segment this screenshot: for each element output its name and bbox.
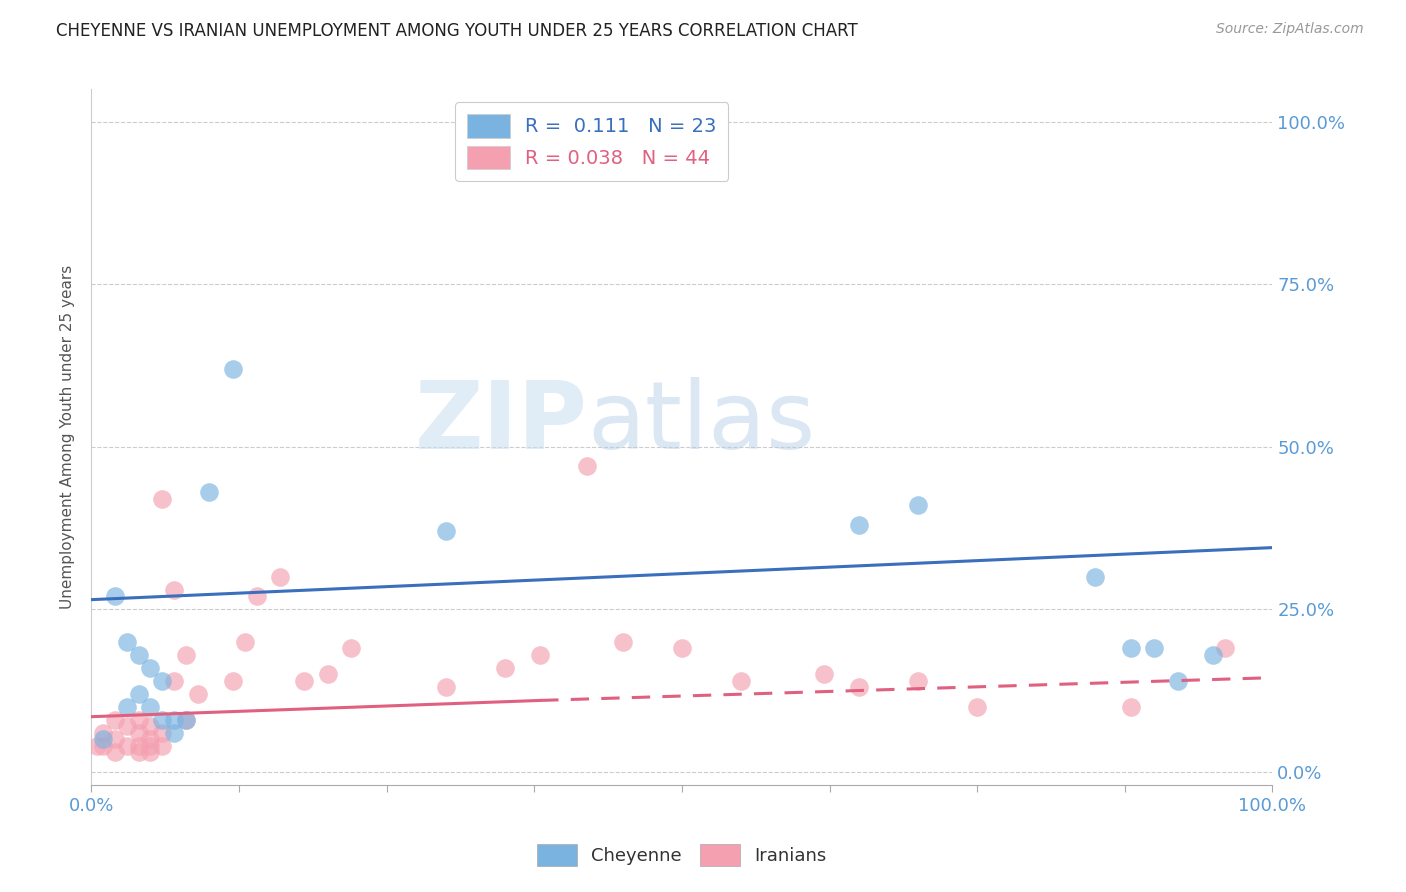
- Point: [91, 739, 114, 753]
- Point: [292, 673, 315, 688]
- Point: [1084, 570, 1107, 584]
- Point: [269, 570, 291, 584]
- Point: [163, 726, 186, 740]
- Point: [187, 687, 209, 701]
- Point: [222, 361, 245, 376]
- Point: [91, 726, 114, 740]
- Point: [1202, 648, 1225, 662]
- Point: [139, 700, 162, 714]
- Point: [198, 485, 221, 500]
- Point: [174, 713, 197, 727]
- Point: [150, 739, 173, 753]
- Point: [730, 673, 752, 688]
- Point: [434, 524, 457, 539]
- Point: [222, 673, 245, 688]
- Text: atlas: atlas: [588, 377, 815, 469]
- Y-axis label: Unemployment Among Youth under 25 years: Unemployment Among Youth under 25 years: [60, 265, 76, 609]
- Point: [86, 739, 108, 753]
- Point: [128, 726, 150, 740]
- Point: [1119, 700, 1142, 714]
- Text: CHEYENNE VS IRANIAN UNEMPLOYMENT AMONG YOUTH UNDER 25 YEARS CORRELATION CHART: CHEYENNE VS IRANIAN UNEMPLOYMENT AMONG Y…: [56, 22, 858, 40]
- Point: [671, 641, 693, 656]
- Point: [150, 673, 173, 688]
- Point: [848, 681, 870, 695]
- Legend: Cheyenne, Iranians: Cheyenne, Iranians: [530, 837, 834, 873]
- Point: [340, 641, 363, 656]
- Point: [115, 635, 138, 649]
- Point: [174, 713, 197, 727]
- Point: [1143, 641, 1166, 656]
- Point: [163, 713, 186, 727]
- Point: [139, 719, 162, 733]
- Point: [494, 661, 516, 675]
- Point: [576, 459, 599, 474]
- Text: ZIP: ZIP: [415, 377, 588, 469]
- Point: [612, 635, 634, 649]
- Point: [907, 499, 929, 513]
- Point: [1119, 641, 1142, 656]
- Point: [139, 732, 162, 747]
- Point: [163, 582, 186, 597]
- Point: [91, 732, 114, 747]
- Point: [139, 746, 162, 760]
- Point: [174, 648, 197, 662]
- Point: [233, 635, 256, 649]
- Point: [139, 661, 162, 675]
- Point: [246, 590, 269, 604]
- Point: [139, 739, 162, 753]
- Point: [104, 746, 127, 760]
- Point: [316, 667, 339, 681]
- Point: [115, 719, 138, 733]
- Point: [115, 739, 138, 753]
- Point: [128, 648, 150, 662]
- Point: [434, 681, 457, 695]
- Point: [128, 739, 150, 753]
- Point: [813, 667, 835, 681]
- Point: [848, 517, 870, 532]
- Point: [150, 713, 173, 727]
- Point: [128, 687, 150, 701]
- Point: [1213, 641, 1236, 656]
- Point: [128, 713, 150, 727]
- Point: [104, 590, 127, 604]
- Point: [1167, 673, 1189, 688]
- Point: [163, 673, 186, 688]
- Point: [115, 700, 138, 714]
- Point: [104, 732, 127, 747]
- Point: [128, 746, 150, 760]
- Point: [150, 491, 173, 506]
- Point: [907, 673, 929, 688]
- Point: [104, 713, 127, 727]
- Point: [150, 726, 173, 740]
- Text: Source: ZipAtlas.com: Source: ZipAtlas.com: [1216, 22, 1364, 37]
- Point: [529, 648, 551, 662]
- Point: [966, 700, 988, 714]
